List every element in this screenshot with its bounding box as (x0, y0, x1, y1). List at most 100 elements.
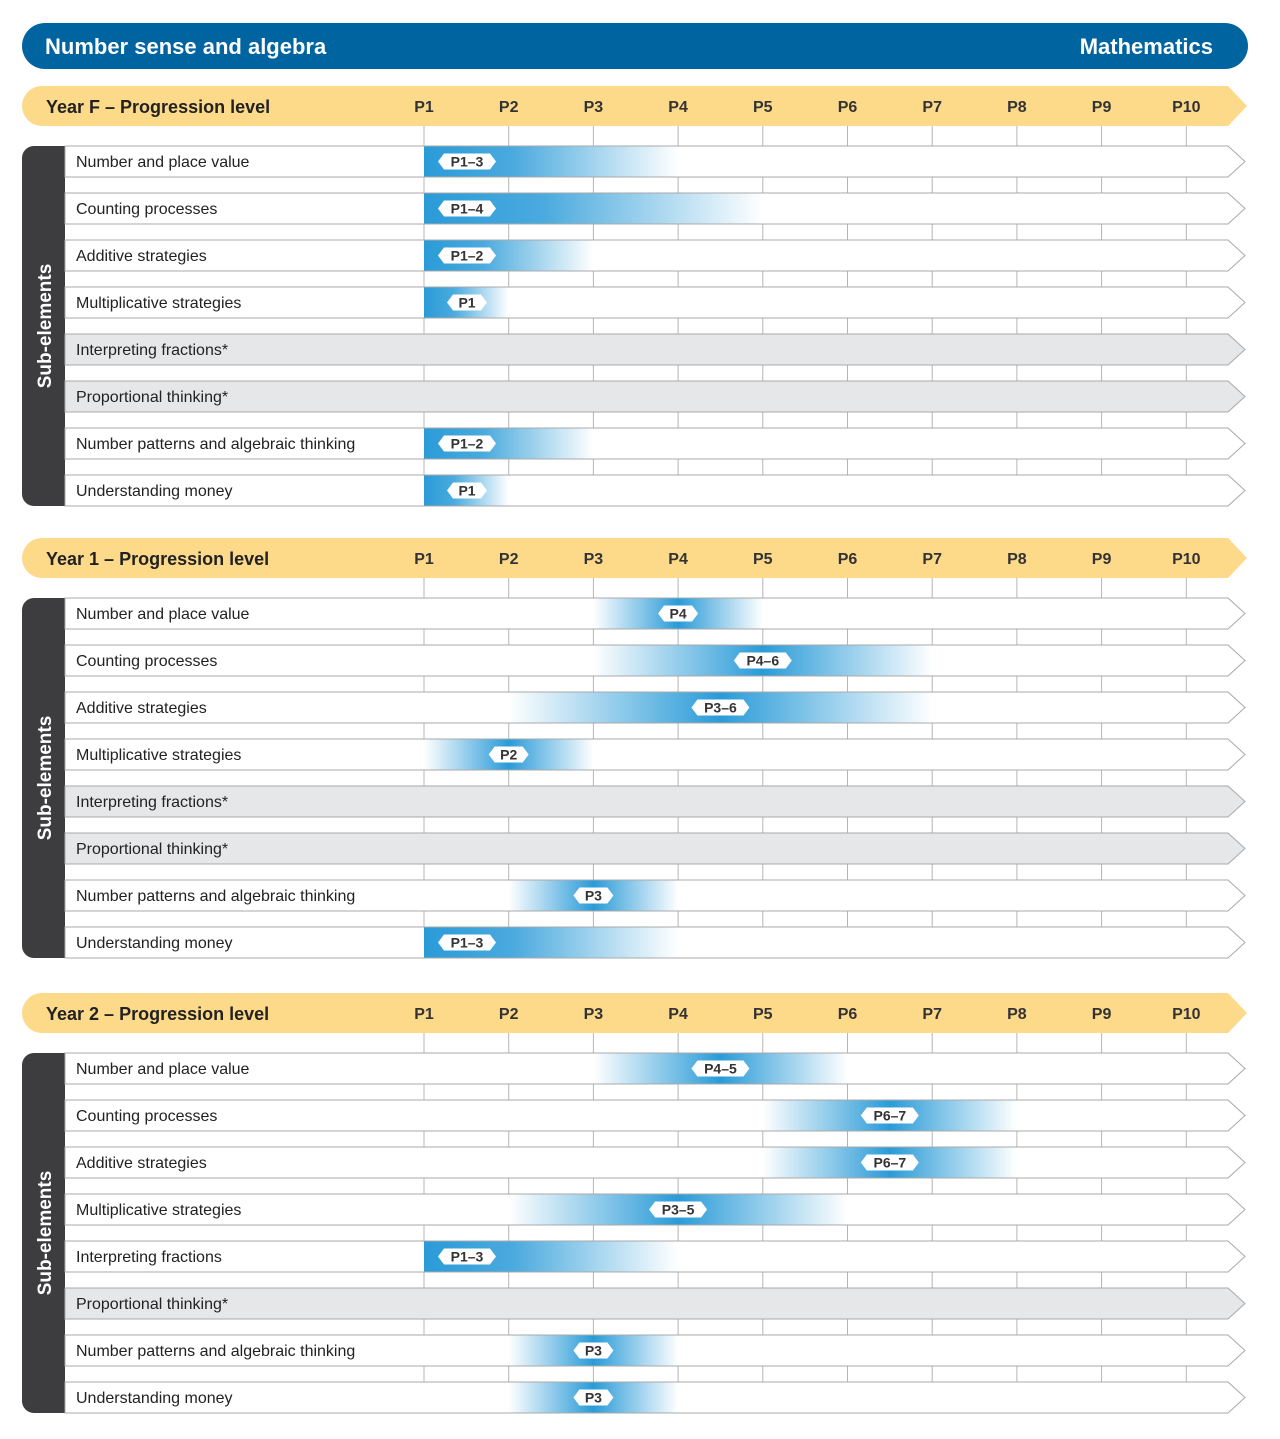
level-badge-shape (438, 153, 496, 170)
level-badge-shape (658, 605, 699, 622)
level-badge-shape (488, 746, 529, 763)
sub-element-label: Counting processes (76, 1108, 217, 1125)
level-tick-label: P5 (753, 99, 773, 116)
page-title: Number sense and algebra (45, 34, 327, 59)
title-bar-background (22, 23, 1248, 69)
level-badge-shape (733, 652, 792, 669)
level-badge: P4–6 (746, 653, 779, 669)
unassessed-row-background (64, 333, 1246, 366)
row-background (64, 427, 1246, 460)
sub-element-row: Understanding money P1–3 (64, 926, 1246, 959)
level-tick-label: P4 (668, 1006, 688, 1023)
level-tick-label: P7 (922, 99, 942, 116)
sub-element-label: Proportional thinking* (76, 1296, 228, 1313)
sub-element-label: Counting processes (76, 653, 217, 670)
sub-element-label: Additive strategies (76, 700, 207, 717)
level-tick-label: P8 (1007, 1006, 1027, 1023)
sub-element-row: Understanding money P3 (64, 1381, 1246, 1414)
level-badge: P1–2 (451, 436, 484, 452)
level-tick-label: P10 (1172, 551, 1201, 568)
level-tick-label: P1 (414, 99, 434, 116)
level-badge: P4 (670, 606, 687, 622)
level-badge: P4–5 (704, 1061, 737, 1077)
unassessed-row-background (64, 1287, 1246, 1320)
level-badge: P1 (458, 295, 475, 311)
subject-label: Mathematics (1080, 34, 1213, 59)
unassessed-row-background (64, 832, 1246, 865)
level-badge-shape (691, 699, 750, 716)
level-badge: P2 (500, 747, 517, 763)
level-badge-shape (573, 1389, 614, 1406)
sub-element-row: Number patterns and algebraic thinking P3 (64, 1334, 1246, 1367)
row-background (64, 738, 1246, 771)
sub-element-label: Number and place value (76, 1061, 250, 1078)
level-badge-shape (438, 200, 496, 217)
level-badge-shape (438, 435, 496, 452)
level-tick-label: P10 (1172, 1006, 1201, 1023)
level-tick-label: P1 (414, 1006, 434, 1023)
level-tick-label: P3 (584, 99, 604, 116)
sub-element-row: Number and place value P4–5 (64, 1052, 1246, 1085)
level-badge: P1–3 (451, 935, 484, 951)
unassessed-row-background (64, 380, 1246, 413)
sub-element-label: Interpreting fractions* (76, 342, 228, 359)
level-tick-label: P2 (499, 1006, 519, 1023)
section-title: Year F – Progression level (46, 97, 270, 117)
sub-element-row: Number patterns and algebraic thinking P1… (64, 427, 1246, 460)
sub-element-row: Number and place value P1–3 (64, 145, 1246, 178)
row-background (64, 286, 1246, 319)
level-badge-shape (438, 1248, 496, 1265)
sub-element-label: Number and place value (76, 606, 250, 623)
level-tick-label: P2 (499, 551, 519, 568)
level-tick-label: P7 (922, 551, 942, 568)
sub-element-row: Proportional thinking* (64, 832, 1246, 865)
level-tick-label: P6 (838, 1006, 858, 1023)
level-tick-label: P9 (1092, 99, 1112, 116)
level-badge: P6–7 (873, 1108, 906, 1124)
sub-element-label: Proportional thinking* (76, 389, 228, 406)
title-bar: Number sense and algebra Mathematics (22, 23, 1248, 69)
level-tick-label: P10 (1172, 99, 1201, 116)
level-badge-shape (691, 1060, 750, 1077)
level-tick-label: P5 (753, 551, 773, 568)
row-background (64, 1146, 1246, 1179)
sub-element-row: Number and place value P4 (64, 597, 1246, 630)
side-label: Sub-elements (35, 1171, 56, 1296)
sub-element-row: Interpreting fractions* (64, 333, 1246, 366)
level-tick-label: P2 (499, 99, 519, 116)
level-badge: P3–6 (704, 700, 737, 716)
sub-element-row: Counting processes P4–6 (64, 644, 1246, 677)
sub-element-label: Counting processes (76, 201, 217, 218)
row-background (64, 474, 1246, 507)
sub-element-row: Proportional thinking* (64, 1287, 1246, 1320)
sub-element-label: Number patterns and algebraic thinking (76, 436, 355, 453)
level-tick-label: P1 (414, 551, 434, 568)
sub-element-label: Number patterns and algebraic thinking (76, 888, 355, 905)
sub-element-row: Counting processes P1–4 (64, 192, 1246, 225)
level-tick-label: P8 (1007, 551, 1027, 568)
sub-element-label: Multiplicative strategies (76, 295, 241, 312)
sub-element-row: Multiplicative strategies P2 (64, 738, 1246, 771)
level-badge-shape (438, 247, 496, 264)
level-badge-shape (573, 1342, 614, 1359)
level-badge: P3–5 (662, 1202, 695, 1218)
level-badge: P1–2 (451, 248, 484, 264)
sub-element-label: Number and place value (76, 154, 250, 171)
level-badge-shape (438, 934, 496, 951)
level-badge: P1–3 (451, 154, 484, 170)
sub-elements-side-bar: Sub-elements (22, 598, 65, 958)
sub-element-row: Understanding money P1 (64, 474, 1246, 507)
level-badge-shape (860, 1107, 919, 1124)
year-section: Year F – Progression level P1 P2 P3 P4 P5 P6 P7… (22, 86, 1247, 507)
level-badge: P6–7 (873, 1155, 906, 1171)
level-badge: P1–4 (451, 201, 484, 217)
section-title: Year 1 – Progression level (46, 549, 269, 569)
sub-element-row: Additive strategies P6–7 (64, 1146, 1246, 1179)
sub-element-row: Multiplicative strategies P1 (64, 286, 1246, 319)
level-tick-label: P8 (1007, 99, 1027, 116)
year-section: Year 2 – Progression level P1 P2 P3 P4 P5 P6 P7… (22, 993, 1247, 1414)
sub-element-row: Counting processes P6–7 (64, 1099, 1246, 1132)
sub-element-row: Proportional thinking* (64, 380, 1246, 413)
side-label: Sub-elements (35, 264, 56, 389)
progression-level-bar (22, 86, 1247, 126)
